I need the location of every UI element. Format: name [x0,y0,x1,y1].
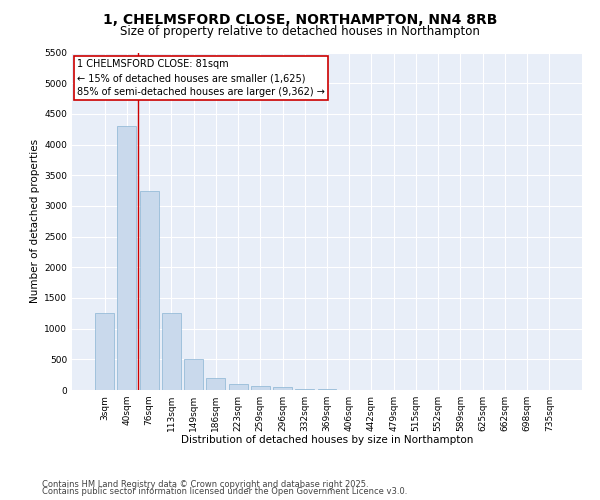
Bar [118,126,136,390]
Bar [229,384,248,390]
Bar [273,387,292,390]
Bar [184,360,203,390]
Bar [251,386,270,390]
Text: 1, CHELMSFORD CLOSE, NORTHAMPTON, NN4 8RB: 1, CHELMSFORD CLOSE, NORTHAMPTON, NN4 8R… [103,12,497,26]
Bar [140,190,158,390]
Text: Contains public sector information licensed under the Open Government Licence v3: Contains public sector information licen… [42,488,407,496]
Text: 1 CHELMSFORD CLOSE: 81sqm
← 15% of detached houses are smaller (1,625)
85% of se: 1 CHELMSFORD CLOSE: 81sqm ← 15% of detac… [77,59,325,97]
Bar [295,389,314,390]
Bar [206,378,225,390]
Bar [162,314,181,390]
Text: Size of property relative to detached houses in Northampton: Size of property relative to detached ho… [120,25,480,38]
Bar [95,314,114,390]
Text: Contains HM Land Registry data © Crown copyright and database right 2025.: Contains HM Land Registry data © Crown c… [42,480,368,489]
Y-axis label: Number of detached properties: Number of detached properties [30,139,40,304]
X-axis label: Distribution of detached houses by size in Northampton: Distribution of detached houses by size … [181,436,473,446]
